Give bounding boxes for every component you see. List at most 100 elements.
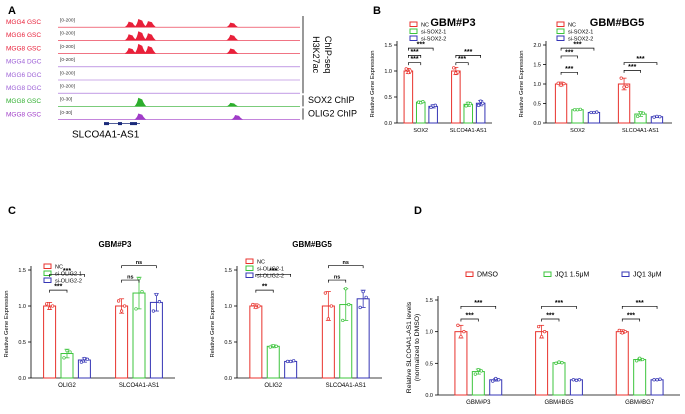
data-point <box>497 378 501 382</box>
data-point <box>116 299 121 303</box>
data-point <box>658 115 662 119</box>
data-point <box>65 348 69 353</box>
track-peak <box>134 31 147 41</box>
significance-bracket <box>455 62 469 66</box>
legend-label: si-OLIG2-1 <box>257 267 284 273</box>
y-tick-label: 0.0 <box>18 376 26 382</box>
data-point <box>622 85 626 89</box>
track-peak <box>143 33 156 41</box>
significance-label: *** <box>410 56 418 63</box>
y-tick-label: 0.5 <box>224 340 232 346</box>
significance-label: *** <box>636 300 644 307</box>
y-tick-label: 0.0 <box>384 121 392 127</box>
data-point <box>329 304 334 308</box>
data-point <box>157 300 162 304</box>
y-axis-label-2: (normalized to DMSO) <box>414 314 421 382</box>
significance-label: *** <box>627 313 635 320</box>
data-point <box>151 309 156 313</box>
data-point <box>456 70 460 74</box>
y-tick-label: 0.0 <box>533 121 541 127</box>
significance-label: *** <box>636 56 644 63</box>
data-point <box>140 289 144 294</box>
data-point <box>257 304 261 308</box>
significance-label: *** <box>555 300 563 307</box>
gene-exon <box>104 122 109 126</box>
track-peak <box>226 34 239 41</box>
track-peak <box>226 48 239 54</box>
data-point <box>464 104 468 108</box>
data-point <box>577 378 582 382</box>
data-point <box>478 99 483 103</box>
significance-label: *** <box>474 300 482 307</box>
category-label: OLIG2 <box>58 383 76 389</box>
chart-b-gbm-bg5: GBM#BG5 0.0 0.5 1.0 1.5 2.0 Relative Gene Expr… <box>519 17 672 134</box>
y-tick-label: 0.0 <box>425 393 433 399</box>
data-point <box>638 356 642 360</box>
legend-label: JQ1 3μM <box>633 272 662 279</box>
track-label: MGG8 DGC <box>6 85 42 92</box>
legend-swatch <box>245 272 254 278</box>
significance-label: *** <box>464 49 472 56</box>
significance-label: *** <box>546 313 554 320</box>
data-point <box>251 302 255 307</box>
chart-title: GBM#P3 <box>430 17 475 29</box>
significance-bracket <box>408 62 422 66</box>
y-axis-label: Relative SLCO4A1-AS1 levels <box>406 301 413 393</box>
significance-bracket <box>328 279 347 283</box>
legend-label: NC <box>421 23 429 29</box>
significance-label: *** <box>565 66 573 73</box>
data-point <box>625 84 629 88</box>
panel-letter-c: C <box>8 205 16 217</box>
track-range: [0-200] <box>60 31 75 37</box>
significance-bracket <box>621 318 641 322</box>
data-point <box>573 108 577 112</box>
y-tick-label: 1.5 <box>425 298 433 304</box>
track-range: [0-200] <box>60 57 75 63</box>
bar <box>149 301 163 379</box>
y-tick-label: 1.5 <box>533 63 541 69</box>
data-point <box>595 110 599 114</box>
category-label: SLCO4A1-AS1 <box>326 383 367 389</box>
track-range: [0-30] <box>60 110 72 116</box>
data-point <box>254 305 258 310</box>
track-peak <box>134 43 147 54</box>
track-peak <box>143 45 156 54</box>
y-tick-label: 0.0 <box>224 376 232 382</box>
legend-label: JQ1 1.5μM <box>555 272 590 279</box>
significance-label: *** <box>269 268 277 275</box>
data-point <box>479 369 483 373</box>
gene-exon <box>130 122 137 126</box>
data-point <box>574 378 579 383</box>
significance-label: *** <box>410 49 418 56</box>
data-point <box>536 324 541 329</box>
bar <box>633 359 647 396</box>
data-point <box>592 110 596 115</box>
data-point <box>462 330 466 334</box>
data-point <box>433 103 437 107</box>
y-tick-label: 1.5 <box>224 268 232 274</box>
data-point <box>623 330 627 334</box>
category-label: SOX2 <box>413 128 428 134</box>
data-point <box>44 302 49 306</box>
group-label-h3k27ac: H3K27ac <box>311 36 321 74</box>
y-axis-label: Relative Gene Expression <box>210 290 216 357</box>
data-point <box>119 309 124 313</box>
significance-bracket <box>255 289 274 293</box>
bar <box>451 70 461 124</box>
chart-title: GBM#P3 <box>99 240 132 249</box>
significance-bracket <box>541 305 577 309</box>
data-point <box>559 83 563 87</box>
significance-label: ns <box>136 260 142 266</box>
category-label: OLIG2 <box>264 383 282 389</box>
track-peak <box>143 21 156 28</box>
track-range: [0-30] <box>60 97 72 103</box>
legend-label: NC <box>257 260 265 266</box>
category-label: SOX2 <box>570 128 585 134</box>
bar <box>284 360 298 379</box>
data-point <box>82 356 87 361</box>
group-label-sox2: SOX2 ChIP <box>308 95 355 105</box>
data-point <box>323 291 328 295</box>
significance-bracket <box>121 265 157 269</box>
y-tick-label: 1.0 <box>425 330 433 336</box>
